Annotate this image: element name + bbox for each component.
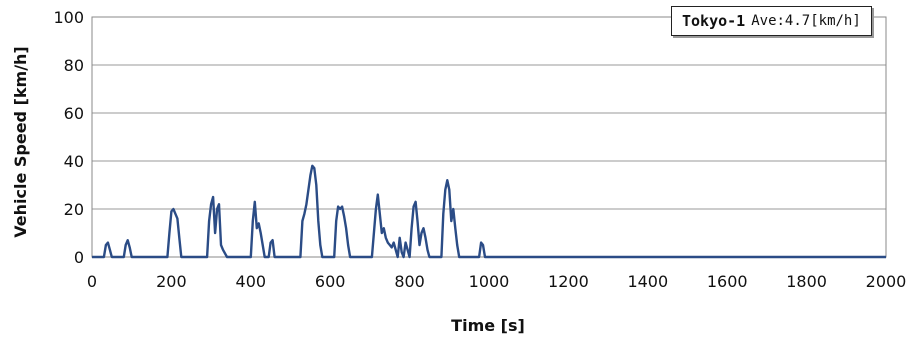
legend-average: Ave:4.7[km/h]	[751, 13, 861, 29]
series-line-tokyo-1	[92, 164, 886, 259]
x-tick-labels: 0 200 400 600 800 1000 1200 1400 1600 1800 2000	[87, 272, 906, 291]
y-tick-label: 40	[64, 152, 84, 171]
x-axis-title: Time [s]	[451, 316, 525, 335]
x-tick-label: 1000	[469, 272, 510, 291]
x-tick-label: 1200	[548, 272, 589, 291]
x-tick-label: 1600	[707, 272, 748, 291]
legend-series-name: Tokyo-1	[682, 12, 746, 30]
x-tick-label: 600	[315, 272, 346, 291]
x-tick-label: 200	[156, 272, 187, 291]
y-tick-label: 0	[74, 248, 84, 267]
x-tick-label: 1800	[786, 272, 827, 291]
y-tick-label: 80	[64, 56, 84, 75]
legend-box: Tokyo-1 Ave:4.7[km/h]	[671, 6, 872, 36]
y-tick-labels: 0 20 40 60 80 100	[53, 8, 84, 267]
x-tick-label: 800	[394, 272, 425, 291]
x-tick-label: 2000	[866, 272, 907, 291]
y-axis-title: Vehicle Speed [km/h]	[11, 46, 30, 238]
y-tick-label: 60	[64, 104, 84, 123]
x-tick-label: 0	[87, 272, 97, 291]
y-tick-label: 20	[64, 200, 84, 219]
plot-area-frame	[91, 16, 887, 258]
x-tick-label: 1400	[627, 272, 668, 291]
x-tick-label: 400	[236, 272, 267, 291]
gridlines	[92, 16, 886, 258]
y-tick-label: 100	[53, 8, 84, 27]
